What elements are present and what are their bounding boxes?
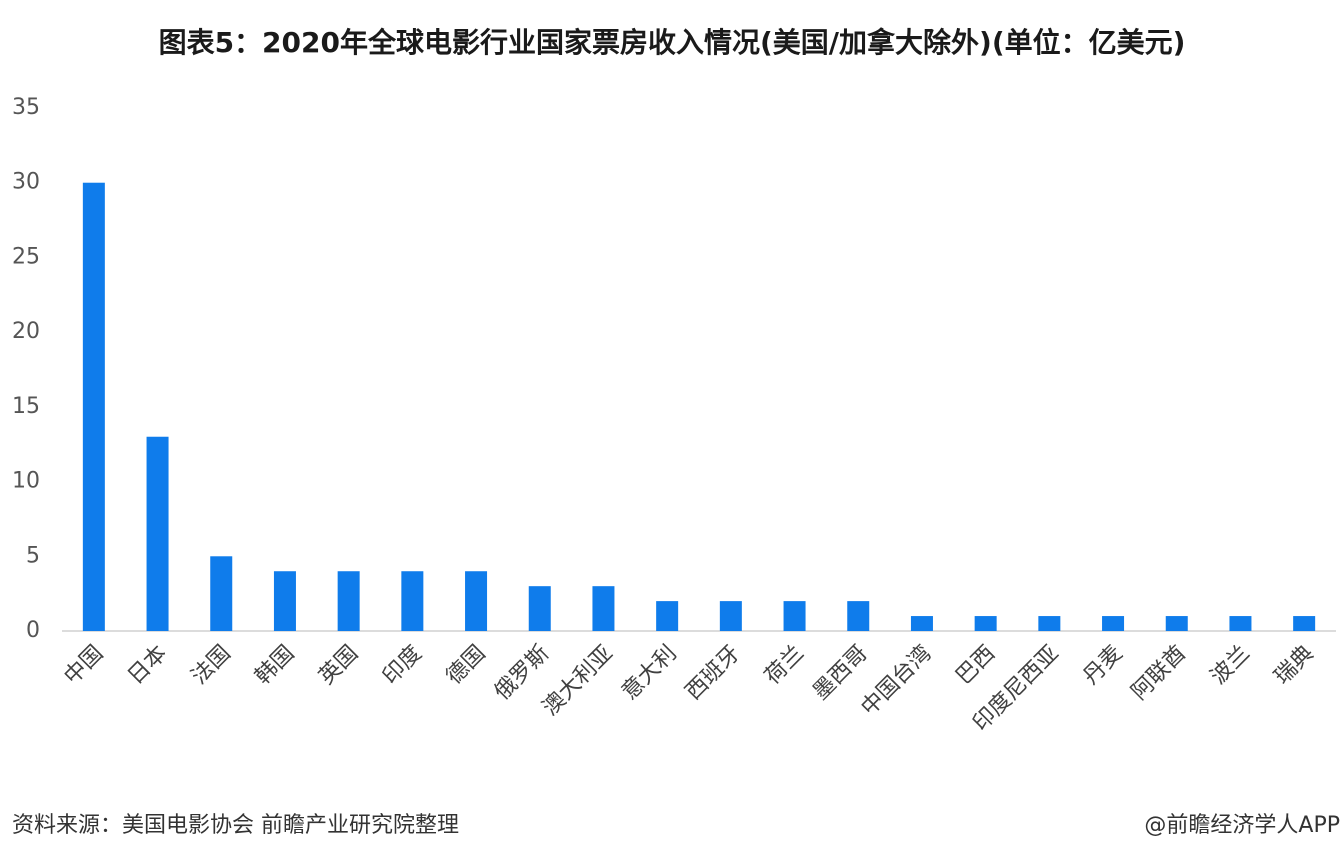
bar [847,601,870,631]
bar [1102,616,1125,631]
x-tick-label: 荷兰 [760,641,809,690]
y-tick-label: 20 [12,319,40,344]
bar [910,616,933,631]
x-tick-label: 巴西 [951,641,1000,690]
y-tick-label: 25 [12,244,40,269]
y-tick-label: 30 [12,170,40,195]
bar [1165,616,1188,631]
chart-title: 图表5：2020年全球电影行业国家票房收入情况(美国/加拿大除外)(单位：亿美元… [159,26,1186,59]
x-tick-label: 印度 [378,641,427,690]
x-tick-label: 波兰 [1206,641,1255,690]
bar [719,601,742,631]
x-tick-label: 法国 [187,641,236,690]
y-tick-label: 15 [12,394,40,419]
bar [592,586,615,631]
bar [656,601,679,631]
bar [1229,616,1252,631]
y-tick-label: 5 [26,543,40,568]
x-tick-label: 意大利 [617,641,681,705]
x-tick-label: 澳大利亚 [538,641,618,721]
bar [82,182,105,631]
bar [974,616,997,631]
source-note: 资料来源：美国电影协会 前瞻产业研究院整理 [12,813,459,838]
bar [273,571,296,631]
x-tick-label: 英国 [314,641,363,690]
bar [528,586,551,631]
bar [210,556,233,631]
y-tick-label: 35 [12,95,40,120]
x-tick-label: 阿联酋 [1127,641,1191,705]
bar [146,436,169,631]
y-tick-label: 0 [26,618,40,643]
bar [337,571,360,631]
x-tick-label: 德国 [442,641,491,690]
bar [1293,616,1316,631]
credit: @前瞻经济学人APP [1144,813,1340,838]
x-tick-label: 中国台湾 [857,641,937,721]
bar [783,601,806,631]
x-tick-label: 日本 [123,641,172,690]
x-tick-label: 韩国 [251,641,300,690]
x-tick-label: 西班牙 [681,641,745,705]
bar [401,571,424,631]
bar [1038,616,1061,631]
y-tick-label: 10 [12,469,40,494]
x-tick-label: 中国 [60,641,109,690]
x-tick-label: 瑞典 [1270,641,1319,690]
bar [465,571,488,631]
x-tick-label: 丹麦 [1079,641,1128,690]
